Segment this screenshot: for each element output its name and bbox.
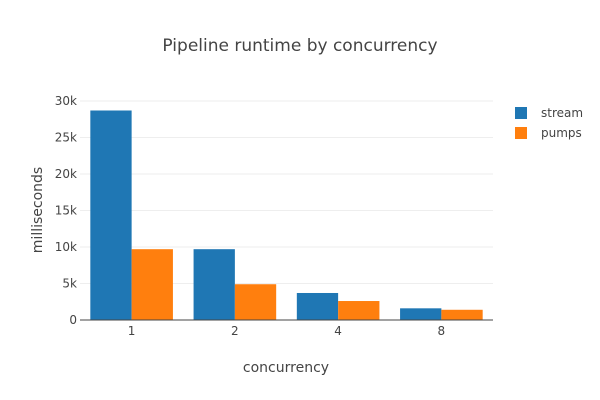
y-tick-label: 25k bbox=[55, 131, 77, 145]
legend-swatch-stream bbox=[515, 107, 527, 119]
x-tick-label: 8 bbox=[438, 324, 446, 338]
bar-stream-1 bbox=[90, 110, 132, 321]
x-tick-label: 4 bbox=[334, 324, 342, 338]
y-axis-title: milliseconds bbox=[30, 167, 46, 253]
bar-pumps-8 bbox=[441, 309, 483, 320]
bar-pumps-4 bbox=[338, 301, 380, 320]
bar-pumps-2 bbox=[234, 284, 277, 320]
x-tick-label: 1 bbox=[128, 324, 136, 338]
legend-label-stream: stream bbox=[541, 106, 583, 120]
bar-stream-2 bbox=[193, 249, 235, 320]
bar-stream-8 bbox=[400, 308, 442, 320]
gridlines bbox=[80, 100, 493, 284]
y-tick-label: 0 bbox=[69, 313, 77, 327]
bar-stream-4 bbox=[296, 292, 339, 320]
chart-title: Pipeline runtime by concurrency bbox=[162, 36, 437, 56]
y-tick-label: 30k bbox=[55, 94, 77, 108]
bar-pumps-1 bbox=[131, 249, 173, 320]
legend-label-pumps: pumps bbox=[541, 126, 582, 140]
y-tick-label: 15k bbox=[55, 204, 77, 218]
bars bbox=[90, 110, 483, 321]
x-tick-label: 2 bbox=[231, 324, 239, 338]
x-axis-title: concurrency bbox=[243, 360, 329, 376]
y-tick-label: 10k bbox=[55, 240, 77, 254]
y-tick-label: 20k bbox=[55, 167, 77, 181]
axes: 0 5k 10k 15k 20k 25k 30k 1 2 4 8 bbox=[55, 94, 493, 338]
legend: stream pumps bbox=[515, 106, 583, 140]
legend-swatch-pumps bbox=[515, 127, 527, 139]
y-tick-label: 5k bbox=[62, 277, 77, 291]
